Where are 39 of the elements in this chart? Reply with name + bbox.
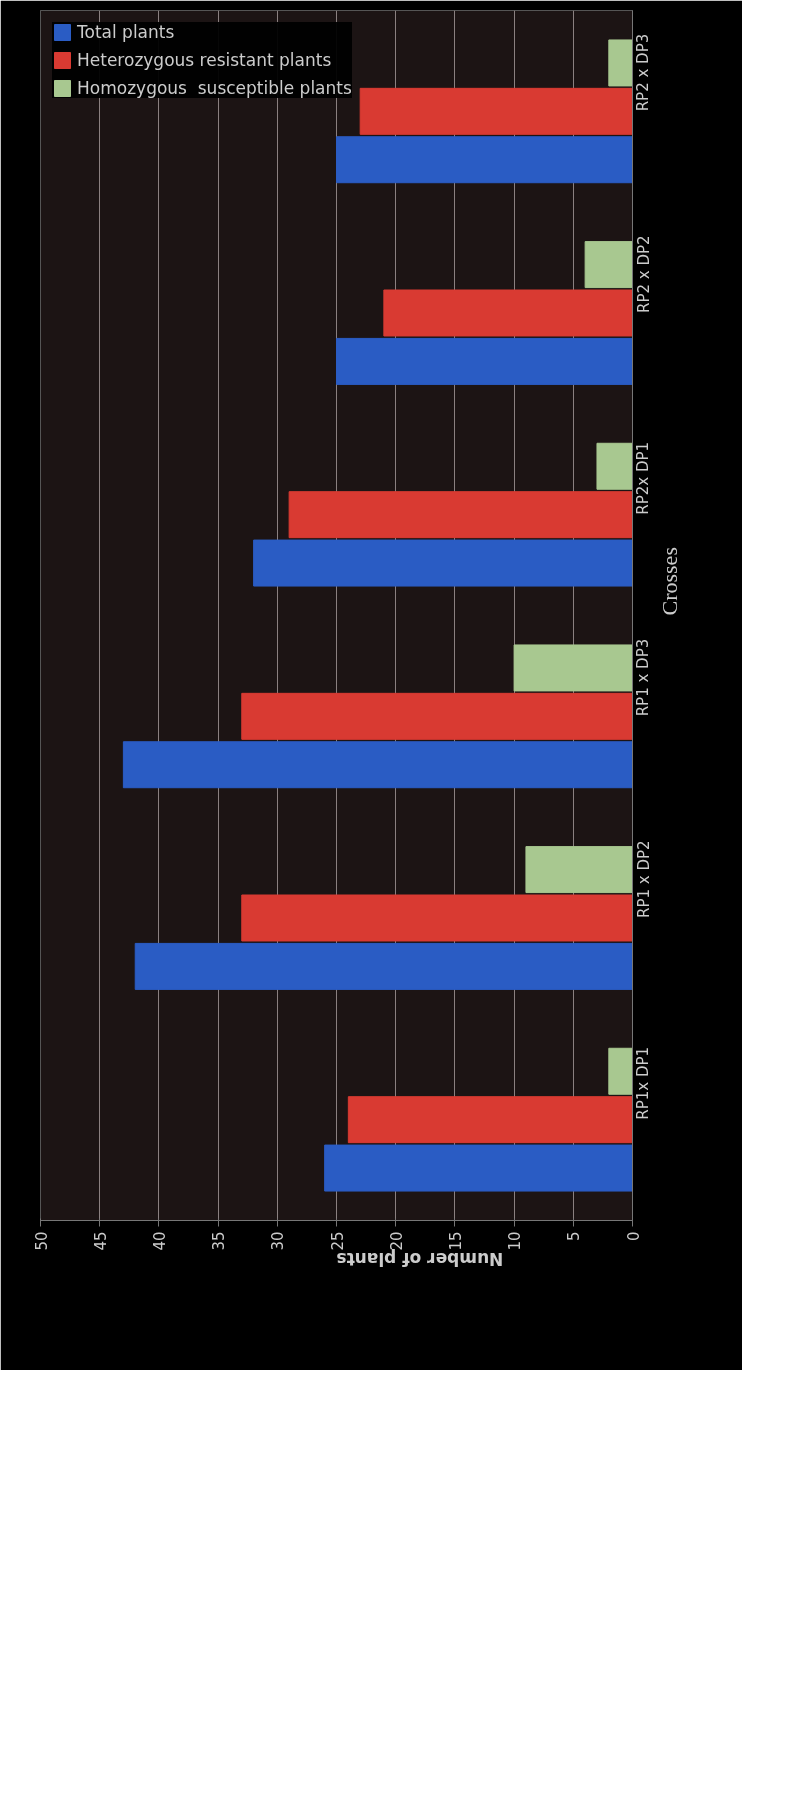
bar (241, 894, 633, 942)
legend-label: Homozygous susceptible plants (77, 78, 352, 98)
y-axis-title: Crosses (657, 547, 682, 616)
bar (359, 87, 633, 135)
legend-label: Total plants (77, 22, 175, 42)
x-tick-label: 0 (624, 1231, 643, 1242)
x-tick-label: 25 (328, 1231, 347, 1251)
y-tick-label: RP2 x DP2 (634, 235, 653, 313)
y-tick-label: RP2x DP1 (634, 441, 653, 515)
x-tick-label: 30 (269, 1231, 288, 1251)
bar (347, 1096, 633, 1144)
x-tick-label: 20 (387, 1231, 406, 1251)
bar (584, 241, 633, 289)
y-tick-label: RP1x DP1 (634, 1046, 653, 1120)
bar (241, 692, 633, 740)
bar (525, 846, 633, 894)
bar (253, 539, 633, 587)
y-tick-label: RP1 x DP3 (634, 638, 653, 717)
bar (596, 442, 633, 490)
x-tick-label: 15 (446, 1231, 465, 1251)
bar (383, 289, 633, 337)
x-tick-label: 35 (210, 1231, 229, 1251)
y-tick-label: RP2 x DP3 (634, 33, 653, 112)
x-tick-label: 5 (565, 1231, 584, 1242)
x-tick-label: 40 (150, 1231, 169, 1251)
bar (122, 741, 633, 789)
bar (608, 39, 633, 87)
bar (513, 644, 633, 692)
bar (288, 491, 633, 539)
bar (324, 1144, 633, 1192)
bar (336, 337, 633, 385)
x-tick-label: 45 (91, 1231, 110, 1251)
x-tick-label: 10 (506, 1231, 525, 1251)
bar (608, 1047, 633, 1095)
bar (134, 942, 633, 990)
y-tick-label: RP1 x DP2 (634, 840, 653, 918)
x-tick-label: 50 (32, 1231, 51, 1251)
bar (336, 136, 633, 184)
legend-label: Heterozygous resistant plants (77, 50, 332, 70)
